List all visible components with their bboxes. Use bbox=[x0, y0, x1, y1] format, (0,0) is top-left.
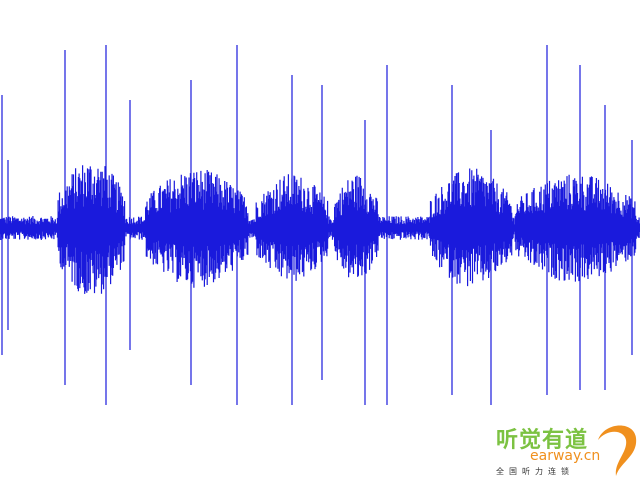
ear-swoosh-icon bbox=[598, 425, 637, 476]
logo-domain: earway.cn bbox=[530, 448, 601, 464]
earway-logo: 听觉有道 earway.cn 全国听力连锁 bbox=[490, 418, 640, 480]
waveform-trace bbox=[0, 45, 640, 405]
audio-waveform bbox=[0, 45, 640, 405]
logo-tagline: 全国听力连锁 bbox=[496, 467, 574, 476]
logo-chinese-name: 听觉有道 bbox=[496, 428, 589, 453]
